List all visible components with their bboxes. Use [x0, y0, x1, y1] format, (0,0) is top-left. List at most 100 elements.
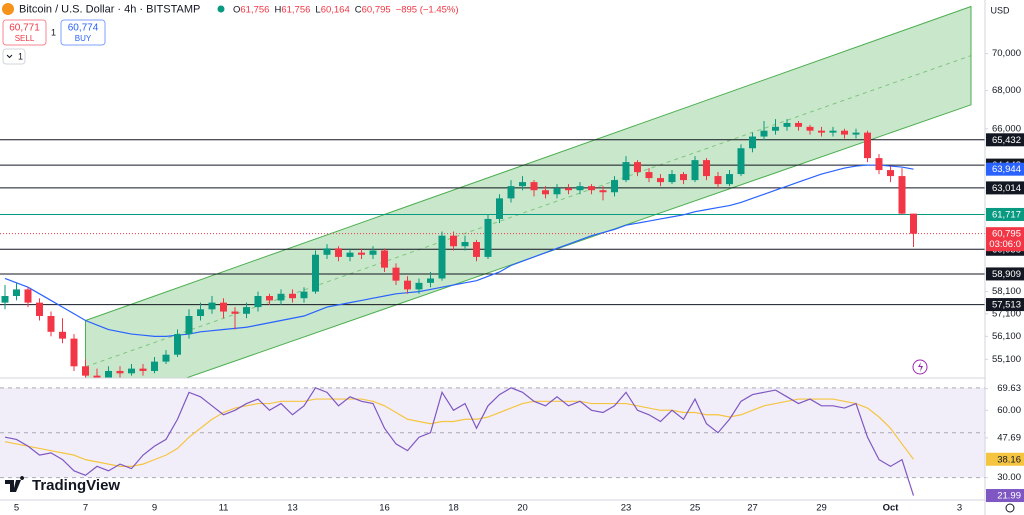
candle-body	[818, 130, 825, 133]
candle-body	[116, 370, 124, 374]
candle-body	[346, 252, 354, 257]
x-tick-label: 29	[816, 503, 827, 514]
channel	[85, 5, 972, 378]
y-tick-label: 66,000	[992, 123, 1021, 134]
candle-body	[864, 132, 871, 159]
rsi	[4, 387, 915, 496]
candle-body	[312, 254, 319, 292]
x-tick-label: 13	[287, 503, 298, 514]
price-tag-label: 57,513	[992, 300, 1021, 311]
candle-body	[392, 267, 400, 281]
candle-body	[829, 130, 837, 133]
moving-average	[4, 164, 914, 337]
chevron	[6, 54, 13, 59]
candle-body	[208, 302, 216, 310]
price-tag-label: 65,432	[992, 135, 1021, 146]
plot: 5 7 9 11 13 16 18 20 23 25 27 29 Oct 3	[0, 5, 1024, 514]
candle-body	[461, 242, 469, 247]
x-tick-label: 23	[621, 503, 632, 514]
candle-body	[243, 307, 250, 314]
candle-body	[197, 309, 204, 317]
candle-body	[680, 174, 687, 181]
y-tick-label: 57,100	[992, 308, 1021, 319]
candle-body	[714, 176, 722, 185]
coin-icon	[2, 3, 14, 15]
price-tag	[986, 207, 1024, 221]
candle-body	[668, 174, 676, 183]
candle-body	[910, 213, 917, 234]
candle-body	[565, 188, 572, 191]
ohlc-part: 60,164	[321, 4, 350, 15]
countdown: 03:06:0	[989, 239, 1021, 250]
price-tag	[986, 133, 1024, 147]
buy-button[interactable]	[60, 19, 106, 46]
y-tick-label: 68,000	[992, 85, 1021, 96]
x-tick-label: 3	[957, 503, 962, 514]
candle-body	[335, 248, 342, 257]
candle-body	[369, 250, 377, 255]
candle-body	[266, 296, 273, 301]
price-tag	[986, 162, 1024, 176]
candle-body	[496, 198, 503, 219]
candle-body	[611, 180, 618, 193]
candle-body	[473, 242, 480, 257]
candle-body	[634, 162, 641, 173]
rsi-ma	[4, 398, 914, 467]
candle-body	[645, 172, 653, 179]
x-tick-label: Oct	[883, 503, 900, 514]
candle-body	[254, 296, 262, 308]
candle-body	[13, 289, 20, 297]
price-tag	[986, 267, 1024, 281]
buy-price: 60,774	[68, 23, 99, 34]
candle-body	[70, 338, 78, 367]
candle-body	[841, 130, 848, 135]
price-tag-label: 63,014	[992, 183, 1021, 194]
y-tick-label: 60.00	[997, 405, 1021, 416]
ohlc-part: O	[233, 4, 240, 15]
x-tick-label: 27	[747, 503, 758, 514]
candle-body	[93, 375, 101, 378]
ohlc-part: 60,795	[362, 4, 391, 15]
ohlc-part: H	[274, 4, 281, 15]
price-tag-label: 63,944	[992, 164, 1021, 175]
candle-body	[151, 361, 158, 371]
settings-icon[interactable]	[1005, 503, 1015, 513]
indicators-toggle[interactable]	[2, 48, 26, 65]
candle-body	[726, 174, 733, 185]
brand: TradingView	[32, 477, 120, 494]
x-tick-label: 20	[517, 503, 528, 514]
x-tick-label: 5	[14, 503, 19, 514]
rsi-tag	[986, 489, 1024, 503]
candle-body	[47, 316, 55, 332]
currency: USD	[990, 5, 1010, 15]
candle-body	[898, 176, 906, 214]
candle-body	[1, 296, 9, 303]
rsi-pane	[0, 387, 985, 496]
header: Bitcoin / U.S. Dollar · 4h · BITSTAMP O6…	[2, 3, 1015, 513]
ohlc-part: −895 (−1.45%)	[396, 4, 459, 15]
candle-body	[519, 182, 526, 187]
x-tick-label: 7	[83, 503, 88, 514]
candle-body	[128, 368, 135, 374]
candle-body	[875, 158, 883, 171]
candle-body	[174, 334, 181, 355]
price-tag	[986, 298, 1024, 312]
price-tag	[986, 227, 1024, 252]
candle-body	[185, 316, 193, 335]
ohlc-part: L	[315, 4, 320, 15]
candle-body	[772, 126, 779, 131]
candle-body	[59, 331, 66, 339]
rsi-tag-label: 38.16	[997, 454, 1021, 465]
candle-body	[162, 354, 170, 362]
candle-body	[82, 366, 89, 376]
candle-body	[691, 160, 699, 181]
y-tick-label: 58,100	[992, 286, 1021, 297]
sell-button[interactable]	[2, 19, 47, 46]
quantity: 1	[51, 27, 56, 37]
candle-body	[553, 188, 561, 195]
candle-body	[737, 148, 745, 175]
candle-body	[289, 293, 296, 299]
candle-body	[599, 190, 607, 193]
candle-body	[358, 252, 365, 255]
